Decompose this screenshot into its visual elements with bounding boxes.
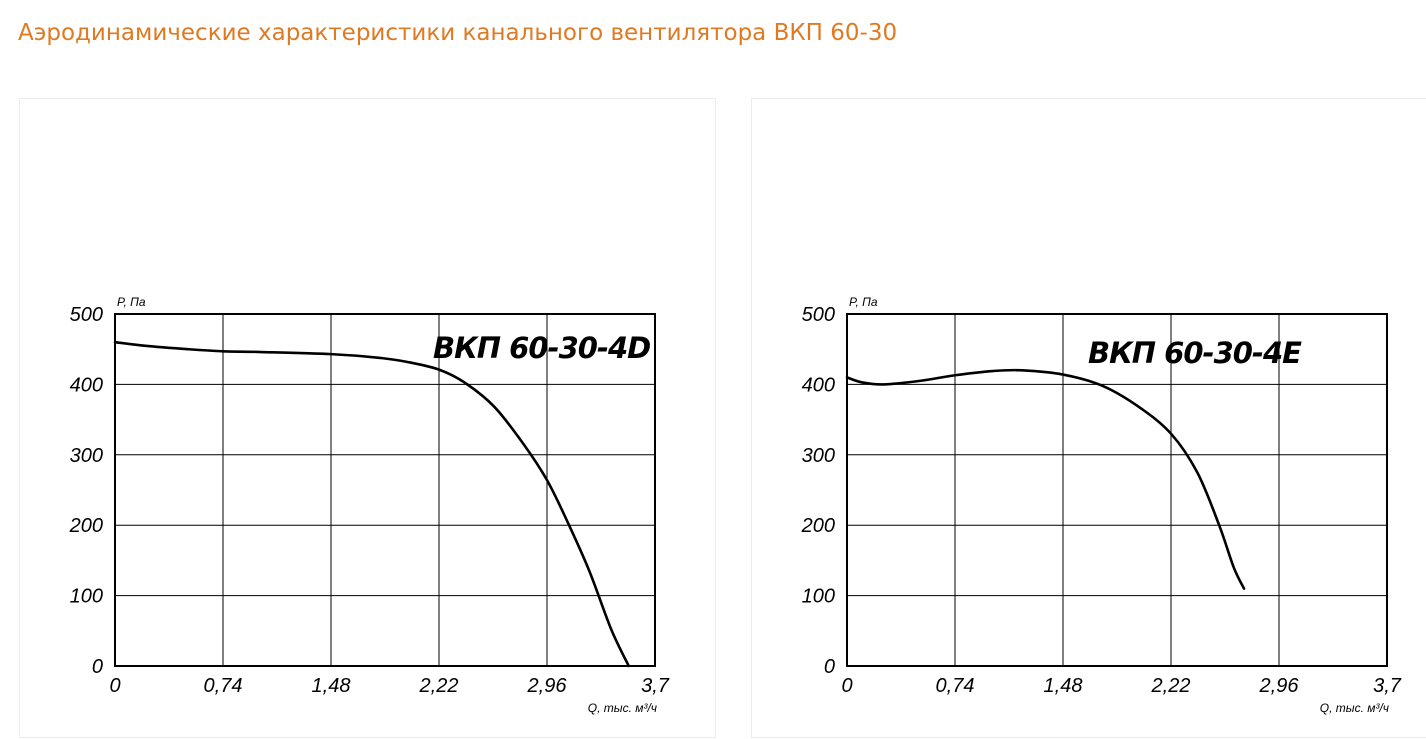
y-tick-label: 0: [92, 656, 103, 678]
y-tick-label: 500: [70, 304, 103, 326]
x-tick-label: 0,74: [204, 675, 243, 697]
y-tick-label: 200: [801, 515, 835, 537]
plot-frame: [846, 313, 1388, 667]
y-axis-label: P, Па: [849, 295, 878, 309]
chart-svg: 0 100 200 300 400 500 0 0,74 1,48 2,22 2,96 3,7 P, П…: [801, 295, 1402, 715]
x-tick-label: 3,7: [641, 675, 670, 697]
x-tick-label: 0: [841, 675, 852, 697]
chart-title: ВКП 60-30-4Е: [1088, 336, 1302, 370]
x-tick-label: 1,48: [1044, 675, 1083, 697]
y-tick-label: 100: [70, 586, 103, 608]
x-tick-label: 3,7: [1373, 675, 1402, 697]
y-tick-label: 200: [69, 515, 103, 537]
y-tick-label: 400: [70, 374, 103, 396]
x-tick-label: 2,96: [1259, 675, 1300, 697]
series-line: [113, 340, 631, 668]
chart-card-4e: 0 100 200 300 400 500 0 0,74 1,48 2,22 2,96 3,7 P, П…: [751, 98, 1426, 738]
y-tick-label: 0: [824, 656, 835, 678]
series-line: [845, 368, 1246, 590]
y-tick-label: 100: [802, 586, 835, 608]
y-tick-label: 300: [70, 445, 103, 467]
x-tick-label: 2,22: [1151, 675, 1191, 697]
chart-card-4d: 0 100 200 300 400 500 0 0,74 1,48 2,22 2,96 3,7 P, П…: [19, 98, 716, 738]
chart-svg: 0 100 200 300 400 500 0 0,74 1,48 2,22 2,96 3,7 P, П…: [69, 295, 670, 715]
y-tick-label: 500: [802, 304, 835, 326]
page-title: Аэродинамические характеристики канально…: [18, 20, 898, 46]
x-tick-label: 0: [109, 675, 120, 697]
x-tick-label: 2,96: [527, 675, 568, 697]
chart-title: ВКП 60-30-4D: [433, 331, 650, 365]
x-tick-label: 1,48: [312, 675, 351, 697]
y-tick-label: 300: [802, 445, 835, 467]
y-tick-label: 400: [802, 374, 835, 396]
x-axis-label: Q, тыс. м³/ч: [588, 701, 657, 715]
plot-frame: [114, 313, 656, 667]
x-axis-label: Q, тыс. м³/ч: [1320, 701, 1389, 715]
x-tick-label: 2,22: [419, 675, 459, 697]
y-axis-label: P, Па: [117, 295, 146, 309]
x-tick-label: 0,74: [936, 675, 975, 697]
